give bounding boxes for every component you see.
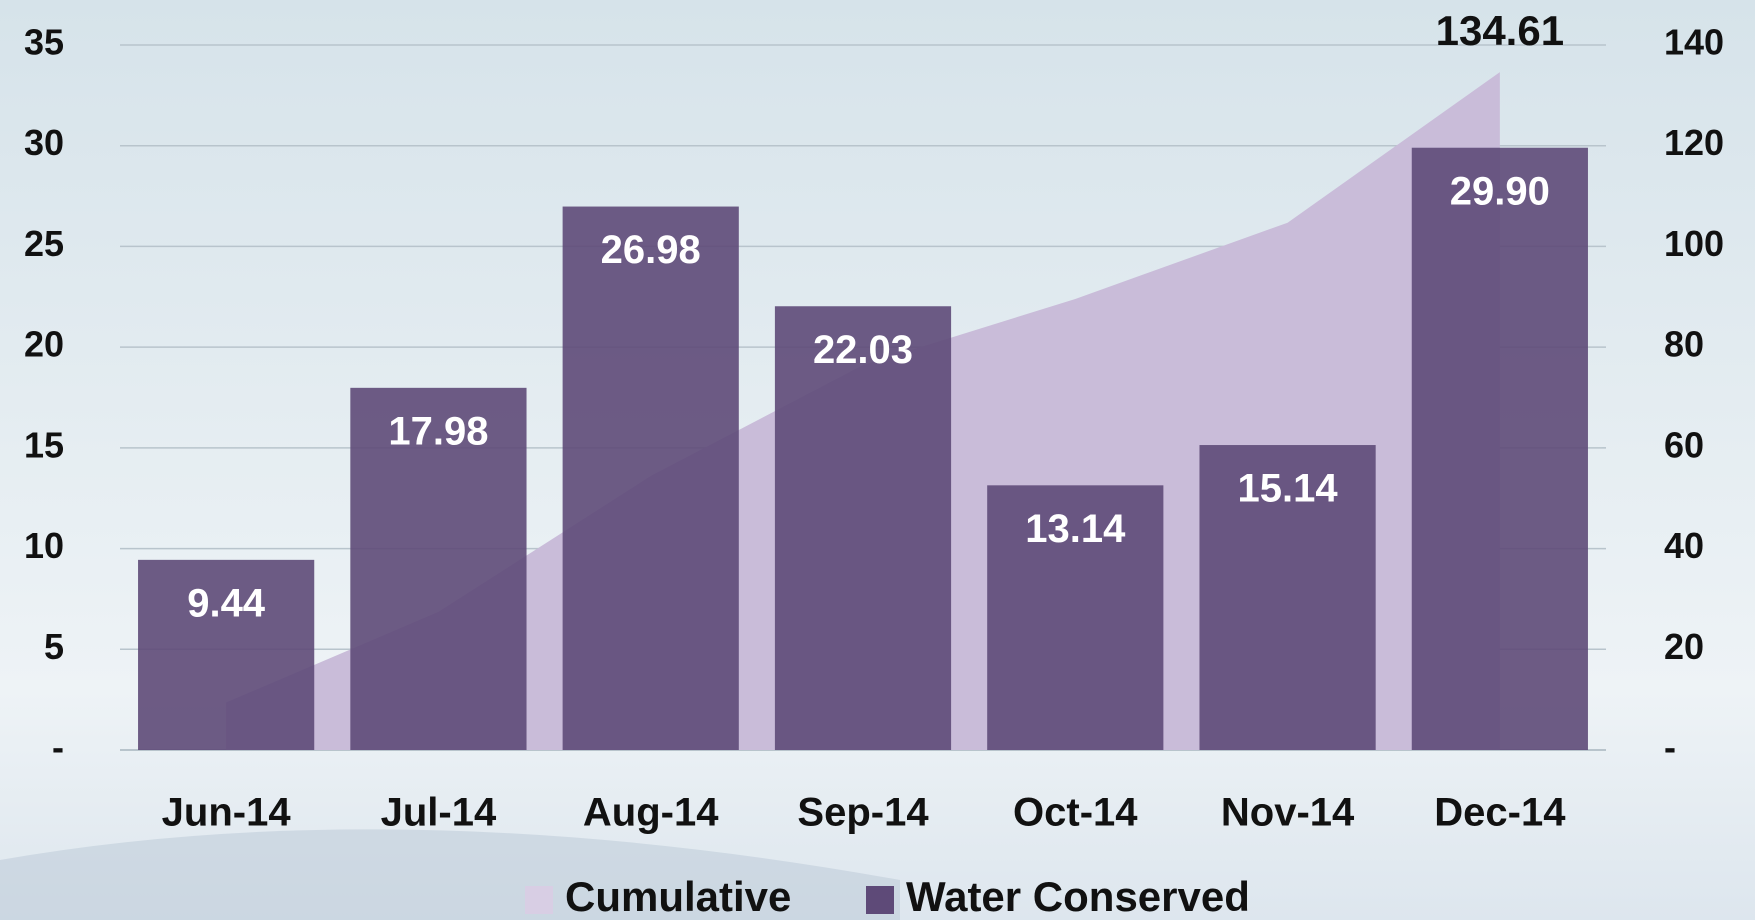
- x-tick-label: Dec-14: [1434, 791, 1566, 835]
- x-tick-label: Oct-14: [1013, 791, 1138, 835]
- x-tick-label: Aug-14: [583, 791, 719, 835]
- bar: [987, 485, 1164, 750]
- bar-value-label: 22.03: [813, 328, 913, 372]
- bar-value-label: 15.14: [1238, 467, 1339, 511]
- y-tick-label: -: [52, 727, 64, 768]
- y-tick-label: 15: [24, 424, 64, 465]
- bar: [1411, 147, 1588, 750]
- x-tick-label: Jul-14: [381, 791, 497, 835]
- x-tick-label: Nov-14: [1221, 791, 1355, 835]
- y2-tick-label: 80: [1664, 324, 1704, 365]
- legend-label: Cumulative: [565, 873, 791, 920]
- bar: [774, 306, 952, 750]
- bar-value-label: 9.44: [187, 581, 266, 625]
- bar-value-label: 26.98: [601, 228, 701, 272]
- legend-label: Water Conserved: [906, 873, 1250, 920]
- bar-value-label: 13.14: [1025, 507, 1126, 551]
- y2-tick-label: 140: [1664, 22, 1724, 63]
- legend-swatch: [525, 886, 553, 914]
- y-tick-label: 5: [44, 626, 64, 667]
- backdrop-shape: [0, 829, 900, 920]
- area-value-label: 134.61: [1436, 7, 1564, 54]
- y2-tick-label: 20: [1664, 626, 1704, 667]
- y-tick-label: 20: [24, 324, 64, 365]
- x-tick-label: Jun-14: [162, 791, 292, 835]
- bar-value-label: 29.90: [1450, 169, 1550, 213]
- bar-value-label: 17.98: [388, 409, 488, 453]
- y2-tick-label: 60: [1664, 424, 1704, 465]
- y2-tick-label: 120: [1664, 122, 1724, 163]
- y-tick-label: 25: [24, 223, 64, 264]
- y2-tick-label: -: [1664, 727, 1676, 768]
- bar: [1199, 445, 1376, 750]
- bar: [350, 387, 527, 750]
- x-tick-label: Sep-14: [797, 791, 929, 835]
- y-tick-label: 35: [24, 22, 64, 63]
- y-tick-label: 10: [24, 525, 64, 566]
- bar: [138, 559, 315, 750]
- legend-swatch: [866, 886, 894, 914]
- bar: [562, 206, 739, 750]
- y-tick-label: 30: [24, 122, 64, 163]
- y2-tick-label: 40: [1664, 525, 1704, 566]
- y2-tick-label: 100: [1664, 223, 1724, 264]
